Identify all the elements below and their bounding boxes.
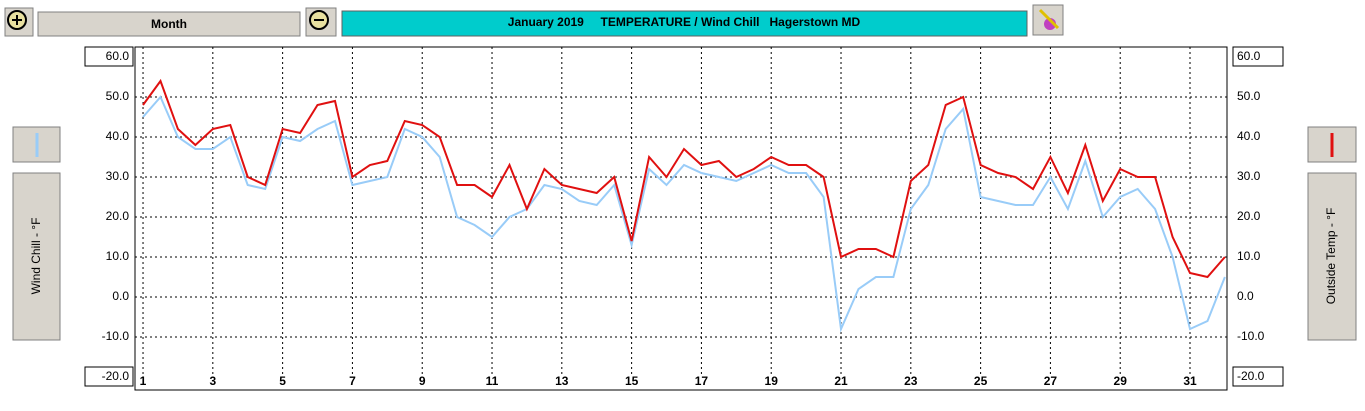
title-bar: [341, 10, 1028, 37]
x-tick-label: 15: [625, 374, 639, 388]
series-line: [142, 78, 1226, 279]
period-button[interactable]: [37, 11, 301, 37]
right-axis-button[interactable]: [1307, 172, 1357, 341]
y2-tick-label: 10.0: [1237, 249, 1261, 263]
x-tick-label: 23: [904, 374, 918, 388]
y2-tick-label: 60.0: [1237, 49, 1261, 63]
x-tick-label: 29: [1114, 374, 1128, 388]
x-tick-label: 17: [695, 374, 709, 388]
series-line: [142, 95, 1226, 333]
y-axis-label: Wind Chill - °F: [29, 218, 43, 295]
y2-axis-label: Outside Temp - °F: [1324, 208, 1338, 305]
y2-tick-label: 0.0: [1237, 289, 1254, 303]
y-tick-label: 10.0: [106, 249, 130, 263]
x-tick-label: 5: [279, 374, 286, 388]
y2-tick-label: 50.0: [1237, 89, 1261, 103]
x-tick-label: 7: [349, 374, 356, 388]
settings-icon[interactable]: [1032, 4, 1064, 36]
zoom-in[interactable]: [4, 7, 34, 37]
x-tick-label: 1: [140, 374, 147, 388]
plot-frame: [134, 46, 1228, 391]
chart-title: January 2019 TEMPERATURE / Wind Chill Ha…: [508, 15, 861, 29]
left-axis-button[interactable]: [12, 172, 61, 341]
x-tick-label: 9: [419, 374, 426, 388]
y-tick-label: 40.0: [106, 129, 130, 143]
x-tick-label: 31: [1183, 374, 1197, 388]
x-tick-label: 27: [1044, 374, 1058, 388]
x-tick-label: 19: [765, 374, 779, 388]
y2-tick-box: [1232, 366, 1284, 387]
y2-tick-label: -20.0: [1237, 369, 1265, 383]
y-tick-label: -10.0: [102, 329, 130, 343]
y-tick-label: 60.0: [106, 49, 130, 63]
y-tick-label: 0.0: [112, 289, 129, 303]
y2-tick-label: 40.0: [1237, 129, 1261, 143]
zoom-out[interactable]: [305, 7, 337, 37]
y-tick-box: [84, 46, 134, 67]
y2-tick-label: 30.0: [1237, 169, 1261, 183]
y-tick-label: 30.0: [106, 169, 130, 183]
y-tick-label: -20.0: [102, 369, 130, 383]
x-tick-label: 3: [209, 374, 216, 388]
x-tick-label: 13: [555, 374, 569, 388]
y-tick-label: 20.0: [106, 209, 130, 223]
y2-tick-label: -10.0: [1237, 329, 1265, 343]
y2-tick-box: [1232, 46, 1284, 67]
x-tick-label: 21: [834, 374, 848, 388]
period-label: Month: [151, 17, 187, 31]
x-tick-label: 25: [974, 374, 988, 388]
y2-tick-label: 20.0: [1237, 209, 1261, 223]
y-tick-label: 50.0: [106, 89, 130, 103]
y-tick-box: [84, 366, 134, 387]
x-tick-label: 11: [486, 374, 499, 388]
